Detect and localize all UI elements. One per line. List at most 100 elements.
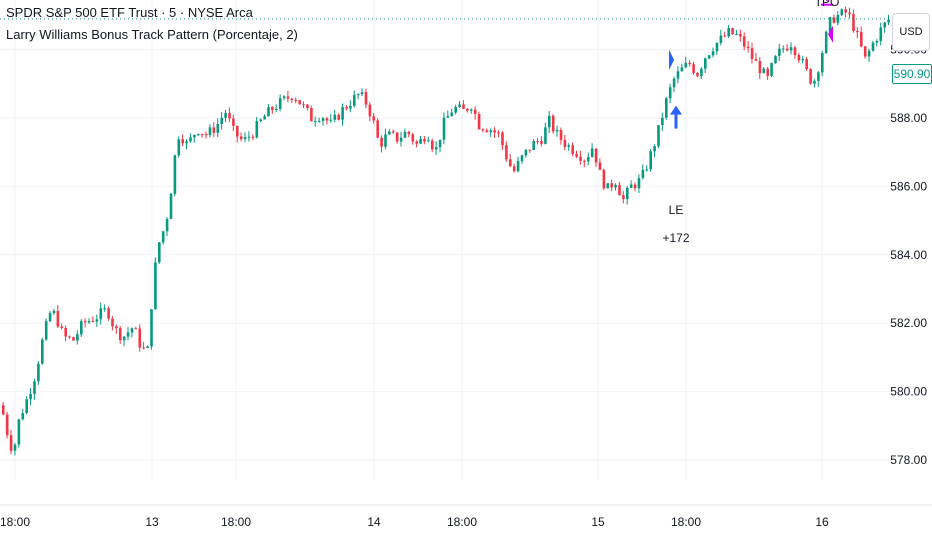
candle-body[interactable]: [692, 64, 695, 73]
candle-body[interactable]: [505, 145, 508, 160]
candle-body[interactable]: [797, 55, 801, 61]
candle-body[interactable]: [154, 262, 157, 310]
candle-body[interactable]: [259, 119, 262, 122]
candle-body[interactable]: [111, 318, 114, 327]
candle-body[interactable]: [353, 94, 356, 106]
candle-body[interactable]: [450, 112, 454, 117]
candle-body[interactable]: [33, 381, 36, 394]
candle-body[interactable]: [649, 151, 652, 170]
candle-body[interactable]: [193, 134, 196, 138]
candle-body[interactable]: [239, 136, 243, 140]
candle-body[interactable]: [618, 184, 621, 196]
candle-body[interactable]: [236, 125, 239, 137]
candle-body[interactable]: [470, 109, 473, 111]
candle-body[interactable]: [13, 444, 17, 451]
candle-body[interactable]: [364, 92, 368, 105]
candle-body[interactable]: [115, 326, 118, 329]
candle-body[interactable]: [665, 98, 668, 118]
candle-body[interactable]: [302, 104, 305, 106]
candle-body[interactable]: [821, 53, 824, 73]
candle-body[interactable]: [91, 320, 95, 322]
candle-body[interactable]: [415, 141, 418, 144]
candle-body[interactable]: [466, 108, 469, 111]
candle-body[interactable]: [321, 118, 325, 121]
candle-body[interactable]: [419, 138, 422, 144]
candle-body[interactable]: [251, 136, 255, 138]
candle-body[interactable]: [739, 33, 742, 37]
candle-body[interactable]: [575, 153, 578, 157]
candle-body[interactable]: [372, 116, 376, 121]
candle-body[interactable]: [314, 121, 317, 123]
candle-body[interactable]: [629, 184, 633, 188]
candle-body[interactable]: [228, 112, 231, 119]
candle-body[interactable]: [750, 48, 754, 60]
candle-body[interactable]: [345, 107, 348, 109]
candle-body[interactable]: [700, 68, 703, 77]
candle-body[interactable]: [341, 107, 344, 120]
candle-body[interactable]: [871, 42, 875, 51]
candle-body[interactable]: [501, 132, 504, 146]
candle-body[interactable]: [657, 125, 660, 147]
candle-body[interactable]: [60, 326, 64, 329]
candle-body[interactable]: [185, 141, 188, 144]
candle-body[interactable]: [76, 334, 79, 341]
candle-body[interactable]: [473, 109, 477, 114]
candle-body[interactable]: [368, 104, 372, 117]
candle-body[interactable]: [555, 129, 559, 132]
candle-body[interactable]: [719, 35, 723, 43]
candle-body[interactable]: [680, 67, 684, 72]
candle-body[interactable]: [360, 92, 364, 94]
candle-body[interactable]: [828, 17, 832, 32]
candle-body[interactable]: [774, 55, 777, 64]
candle-body[interactable]: [766, 68, 769, 76]
candle-body[interactable]: [711, 51, 715, 56]
candle-body[interactable]: [536, 141, 539, 143]
candle-body[interactable]: [587, 157, 590, 162]
candle-body[interactable]: [197, 133, 200, 135]
candle-body[interactable]: [158, 242, 161, 263]
candle-body[interactable]: [454, 106, 457, 113]
candle-body[interactable]: [169, 193, 173, 219]
candle-body[interactable]: [571, 145, 574, 154]
candle-body[interactable]: [119, 328, 122, 341]
candle-body[interactable]: [130, 328, 134, 333]
candle-body[interactable]: [509, 159, 512, 167]
candle-body[interactable]: [590, 148, 594, 158]
candle-body[interactable]: [48, 313, 52, 322]
candle-body[interactable]: [403, 131, 407, 138]
candle-body[interactable]: [462, 104, 465, 109]
candle-body[interactable]: [497, 132, 500, 134]
candle-body[interactable]: [844, 9, 847, 13]
candle-body[interactable]: [532, 141, 535, 150]
candle-body[interactable]: [887, 19, 890, 23]
candle-body[interactable]: [142, 347, 145, 349]
candle-body[interactable]: [836, 15, 840, 23]
candle-body[interactable]: [267, 107, 270, 117]
candle-body[interactable]: [290, 98, 294, 100]
candle-body[interactable]: [356, 93, 360, 95]
candle-body[interactable]: [126, 332, 130, 337]
candle-body[interactable]: [243, 137, 247, 140]
candle-body[interactable]: [583, 160, 586, 162]
candle-body[interactable]: [376, 120, 379, 138]
candle-body[interactable]: [789, 47, 793, 51]
candle-body[interactable]: [150, 309, 153, 347]
candle-body[interactable]: [801, 59, 805, 61]
candle-body[interactable]: [879, 27, 883, 41]
candle-body[interactable]: [863, 46, 867, 57]
candle-body[interactable]: [21, 413, 25, 420]
candle-body[interactable]: [72, 337, 75, 341]
candle-body[interactable]: [493, 130, 496, 133]
candle-body[interactable]: [83, 321, 87, 323]
candle-body[interactable]: [856, 31, 859, 33]
candle-body[interactable]: [848, 12, 851, 15]
candle-body[interactable]: [161, 231, 165, 243]
candle-body[interactable]: [637, 178, 641, 189]
symbol-title[interactable]: SPDR S&P 500 ETF Trust · 5 · NYSE Arca: [6, 5, 253, 20]
candle-body[interactable]: [247, 136, 251, 138]
candle-body[interactable]: [723, 35, 727, 37]
candle-body[interactable]: [165, 218, 169, 232]
candle-body[interactable]: [614, 184, 617, 188]
candle-body[interactable]: [707, 55, 711, 59]
candle-body[interactable]: [99, 308, 103, 320]
